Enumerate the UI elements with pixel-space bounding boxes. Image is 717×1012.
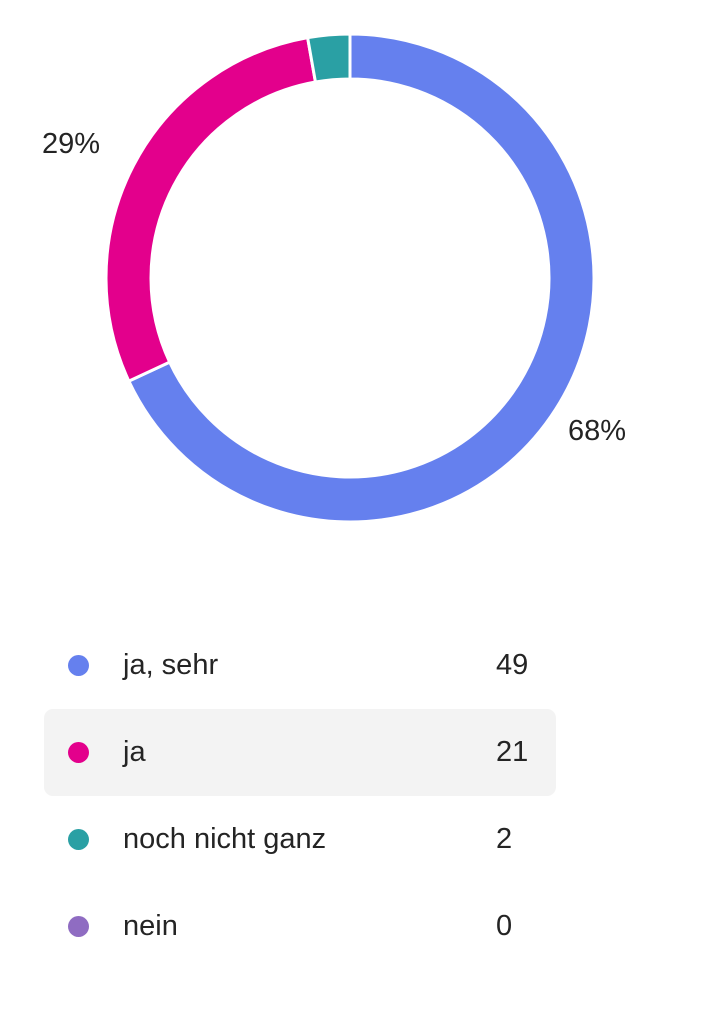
legend-dot-icon bbox=[68, 829, 89, 850]
legend-label: ja bbox=[123, 736, 146, 768]
legend-value: 0 bbox=[496, 910, 513, 942]
legend-value: 21 bbox=[496, 736, 529, 768]
legend-item-noch-nicht-ganz[interactable]: noch nicht ganz 2 bbox=[44, 796, 556, 883]
legend-label: ja, sehr bbox=[123, 649, 219, 681]
legend: ja, sehr 49 ja 21 noch nicht ganz 2 nein… bbox=[44, 622, 556, 970]
legend-dot-icon bbox=[68, 655, 89, 676]
legend-value: 49 bbox=[496, 649, 529, 681]
legend-dot-icon bbox=[68, 916, 89, 937]
donut-slice-noch-nicht-ganz[interactable] bbox=[305, 32, 352, 84]
legend-item-ja[interactable]: ja 21 bbox=[44, 709, 556, 796]
legend-label: nein bbox=[123, 910, 178, 942]
donut-slice-ja-sehr[interactable] bbox=[126, 32, 596, 524]
donut-chart bbox=[104, 32, 596, 524]
legend-dot-icon bbox=[68, 742, 89, 763]
donut-slice-ja[interactable] bbox=[104, 35, 318, 384]
legend-item-nein[interactable]: nein 0 bbox=[44, 883, 556, 970]
data-label-ja: 29% bbox=[42, 128, 101, 160]
legend-item-ja-sehr[interactable]: ja, sehr 49 bbox=[44, 622, 556, 709]
legend-value: 2 bbox=[496, 823, 513, 855]
data-label-ja-sehr: 68% bbox=[568, 415, 627, 447]
legend-label: noch nicht ganz bbox=[123, 823, 327, 855]
